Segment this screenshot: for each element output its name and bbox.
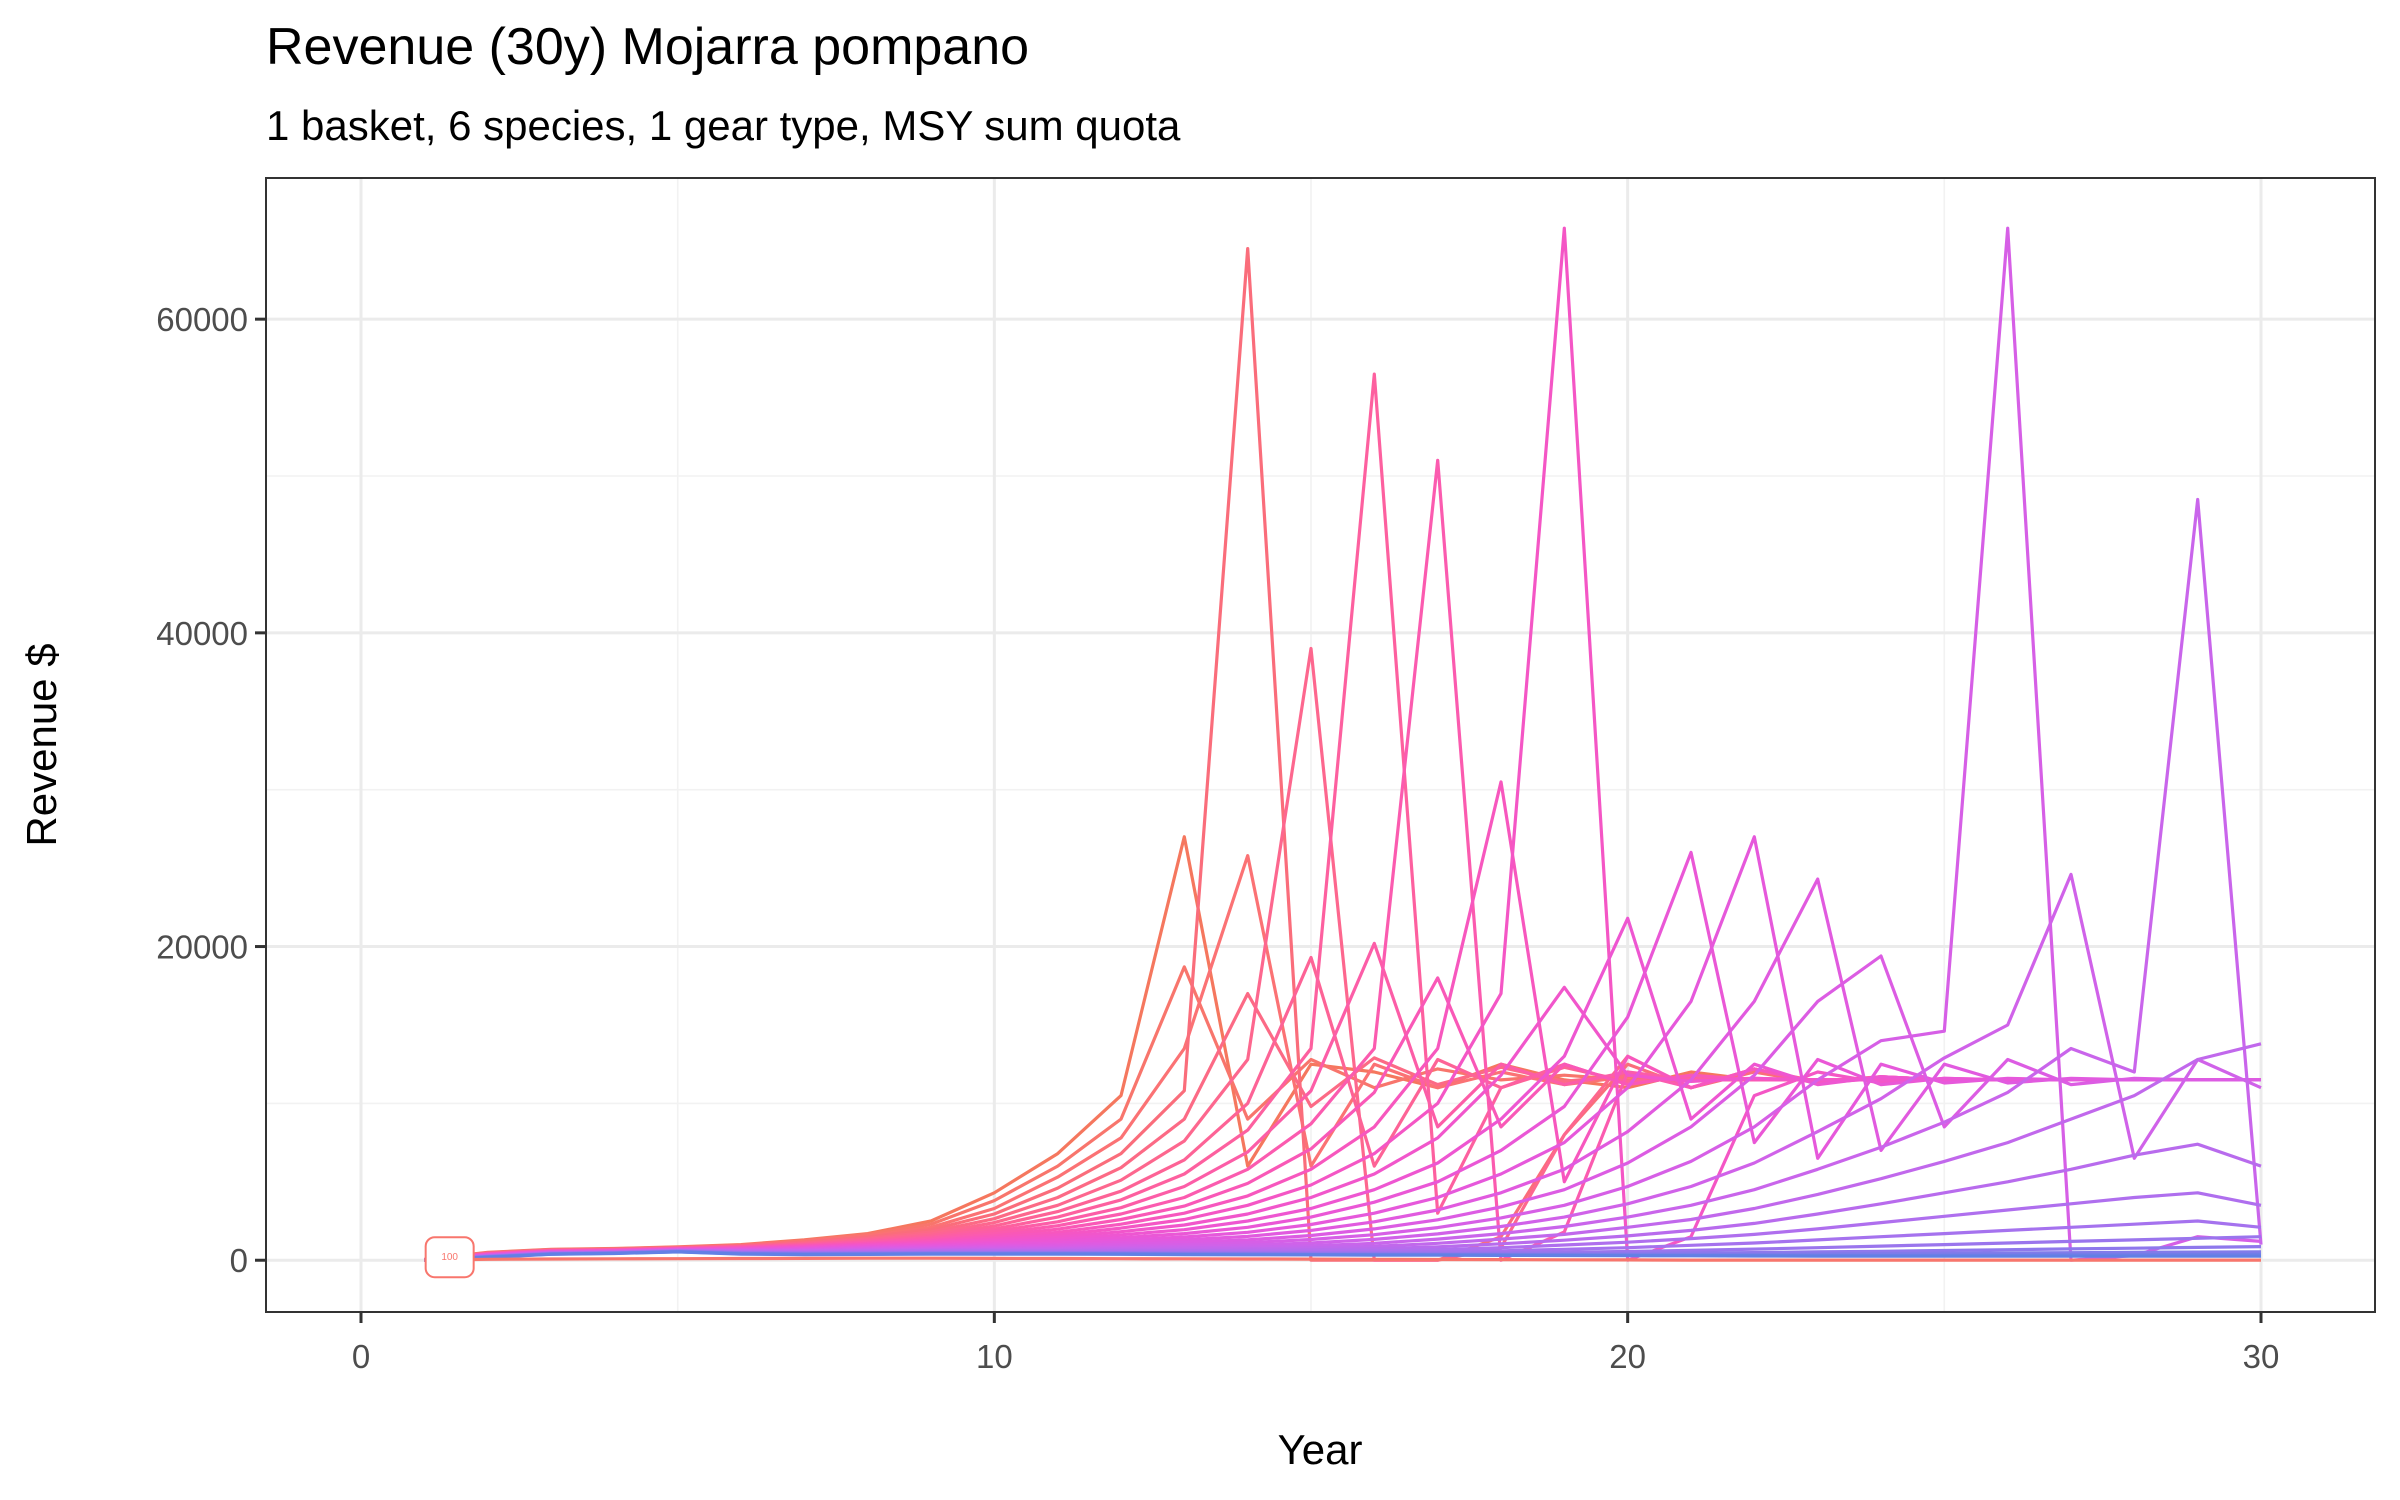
chart-subtitle: 1 basket, 6 species, 1 gear type, MSY su… [266,102,1181,149]
series-line-7 [424,955,2261,1262]
line-end-label: 100 [424,1236,475,1279]
series-line-13 [424,226,2261,1262]
series-line-10 [424,458,2261,1262]
x-tick-label: 0 [352,1338,370,1375]
y-tick-label: 60000 [156,301,248,338]
y-axis-title: Revenue $ [18,643,65,846]
series-line-19 [424,954,2261,1262]
series-line-17 [424,835,2261,1262]
series-line-32 [424,1256,2261,1262]
series-line-4 [424,247,2261,1262]
chart-title: Revenue (30y) Mojarra pompano [266,18,1029,76]
y-tick-label: 40000 [156,615,248,652]
series-line-22 [424,497,2263,1262]
series-lines [424,226,2263,1262]
y-tick-label: 0 [230,1242,248,1279]
line-label-box [424,1236,475,1279]
plot-panel-border [265,177,2376,1313]
x-tick-label: 10 [976,1338,1013,1375]
x-tick-label: 20 [1609,1338,1646,1375]
y-tick-label: 20000 [156,929,248,966]
series-line-31 [424,1250,2261,1262]
y-axis-ticks: 0 20000 40000 60000 [156,301,266,1279]
line-label-text: 100 [441,1252,458,1263]
series-line-20 [424,226,2262,1262]
x-axis-title: Year [1278,1426,1363,1473]
x-axis-ticks: 0 10 20 30 [352,1312,2280,1375]
series-line-1 [424,835,2261,1262]
x-tick-label: 30 [2243,1338,2280,1375]
